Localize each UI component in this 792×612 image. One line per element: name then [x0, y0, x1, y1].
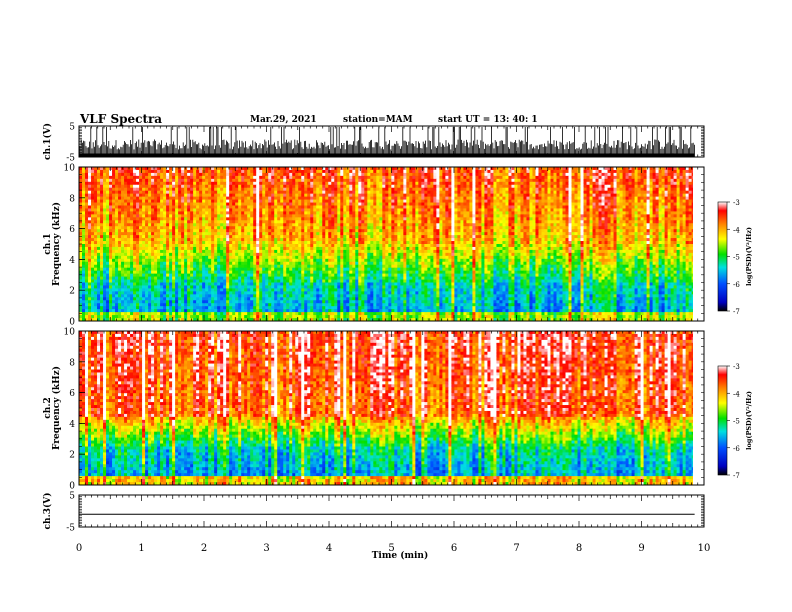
- colorbar-label: log(PSD)(V²/Hz): [745, 391, 753, 450]
- y-axis-label: ch.1(V): [42, 123, 53, 160]
- colorbar-tick-label: -5: [733, 254, 740, 262]
- y-axis-label: ch.3(V): [42, 493, 53, 530]
- y-tick-label: 6: [69, 389, 75, 399]
- y-tick-label: 4: [69, 420, 75, 430]
- station-label: station=MAM: [343, 115, 413, 125]
- colorbar-tick-label: -7: [733, 308, 740, 316]
- x-tick-label: 6: [451, 543, 457, 554]
- x-tick-label: 10: [698, 543, 711, 554]
- x-tick-label: 4: [326, 543, 332, 554]
- colorbar-tick-label: -6: [733, 445, 740, 453]
- colorbar-1: [717, 201, 728, 312]
- y-axis-label: ch.2: [43, 397, 53, 418]
- y-axis-label-frequency: Frequency (kHz): [51, 202, 62, 286]
- colorbar-tick-label: -6: [733, 281, 740, 289]
- colorbar-label: log(PSD)(V²/Hz): [745, 227, 753, 286]
- x-tick-label: 5: [388, 543, 394, 554]
- colorbar-tick-label: -5: [733, 418, 740, 426]
- y-tick-label: 10: [64, 164, 76, 174]
- x-tick-label: 9: [638, 543, 644, 554]
- y-tick-label: 5: [69, 123, 75, 133]
- colorbar-tick-label: -3: [733, 363, 740, 371]
- chart-title: VLF Spectra: [80, 112, 162, 126]
- colorbar-2: [717, 365, 728, 476]
- y-axis-label-frequency: Frequency (kHz): [51, 366, 62, 450]
- colorbar-tick-label: -3: [733, 199, 740, 207]
- colorbars: -3 -4 -5 -6 -7 log(PSD)(V²/Hz) -3 -4 -5 -6 -7 log(P…: [717, 199, 753, 480]
- x-tick-label: 0: [76, 543, 82, 554]
- start-time-label: start UT = 13: 40: 1: [438, 115, 538, 125]
- y-axis-label: ch.1: [43, 233, 53, 254]
- x-tick-label: 3: [263, 543, 269, 554]
- y-tick-label: 2: [69, 451, 75, 461]
- ch2-spectrogram-image: [79, 331, 693, 485]
- colorbar-tick-label: -4: [733, 226, 740, 234]
- x-axis-label: Time (min): [372, 550, 429, 561]
- ch1-waveform-trace: [79, 127, 695, 158]
- y-tick-label: 0: [69, 318, 75, 328]
- y-tick-label: 8: [69, 358, 75, 368]
- y-tick-label: 6: [69, 225, 75, 235]
- y-tick-label: -5: [66, 524, 75, 534]
- axis-ticks: [78, 125, 705, 528]
- x-tick-label: 2: [201, 543, 207, 554]
- y-tick-label: 4: [69, 256, 75, 266]
- date-label: Mar.29, 2021: [250, 115, 317, 125]
- x-tick-label: 7: [513, 543, 519, 554]
- y-tick-label: 10: [64, 328, 76, 338]
- x-tick-label: 1: [138, 543, 144, 554]
- ch1-spectrogram-image: [79, 167, 693, 321]
- colorbar-tick-label: -7: [733, 472, 740, 480]
- y-tick-label: -5: [66, 154, 75, 164]
- y-tick-label: 5: [69, 492, 75, 502]
- colorbar-tick-label: -4: [733, 390, 740, 398]
- y-tick-label: 8: [69, 194, 75, 204]
- y-tick-label: 0: [69, 482, 75, 492]
- x-tick-label: 8: [576, 543, 582, 554]
- y-tick-label: 2: [69, 287, 75, 297]
